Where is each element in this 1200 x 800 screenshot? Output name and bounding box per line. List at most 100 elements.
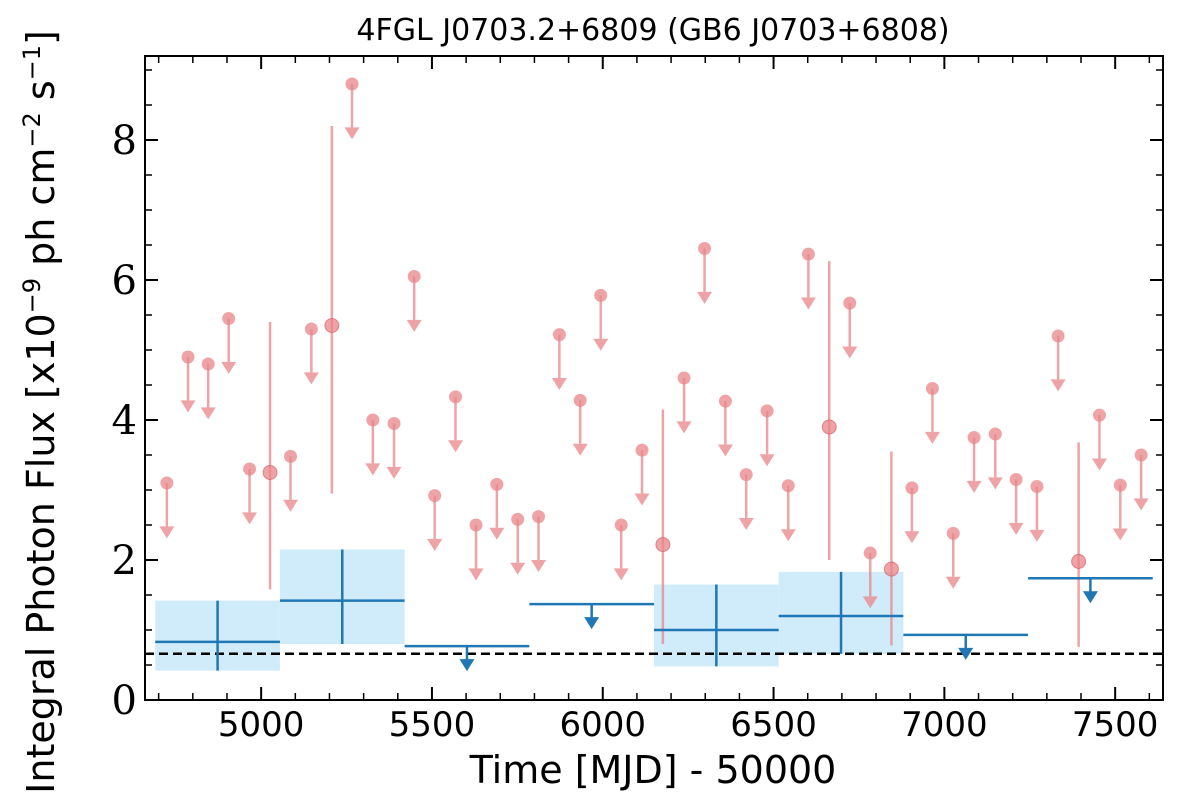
monthly-detection-point bbox=[655, 537, 671, 553]
monthly-limit-point bbox=[594, 288, 608, 302]
yearly-limit-arrow bbox=[459, 659, 475, 672]
monthly-limit-arrow bbox=[221, 361, 237, 374]
monthly-limit-arrow bbox=[800, 297, 816, 310]
monthly-limit-point bbox=[552, 328, 566, 342]
monthly-limit-arrow bbox=[987, 477, 1003, 490]
monthly-limit-point bbox=[946, 526, 960, 540]
monthly-limit-arrow bbox=[1112, 528, 1128, 541]
monthly-limit-point bbox=[635, 443, 649, 457]
monthly-limit-point bbox=[532, 510, 546, 524]
monthly-limit-point bbox=[1092, 408, 1106, 422]
monthly-limit-arrow bbox=[1029, 529, 1045, 542]
monthly-limit-point bbox=[1113, 478, 1127, 492]
x-tick-label: 5000 bbox=[218, 705, 305, 745]
monthly-limit-arrow bbox=[159, 526, 175, 539]
x-tick-label: 7000 bbox=[901, 705, 988, 745]
monthly-limit-arrow bbox=[780, 529, 796, 542]
monthly-limit-point bbox=[718, 394, 732, 408]
plot-axes: 5000 5500 6000 6500 7000 7500 0 2 4 6 8 bbox=[112, 55, 1164, 745]
monthly-points bbox=[159, 77, 1149, 647]
monthly-limit-arrow bbox=[738, 518, 754, 530]
monthly-limit-arrow bbox=[510, 562, 526, 575]
monthly-limit-point bbox=[863, 546, 877, 560]
monthly-limit-arrow bbox=[924, 431, 940, 444]
monthly-limit-point bbox=[967, 431, 981, 444]
monthly-limit-point bbox=[843, 296, 857, 310]
monthly-detection-point bbox=[262, 465, 278, 480]
monthly-limit-arrow bbox=[945, 576, 961, 589]
monthly-detection-point bbox=[324, 318, 340, 333]
y-axis-label: Integral Photon Flux [x10−9 ph cm−2 s−1] bbox=[18, 30, 63, 794]
yearly-limit-arrow bbox=[1082, 591, 1098, 604]
monthly-limit-point bbox=[490, 477, 504, 491]
monthly-limit-point bbox=[988, 427, 1002, 441]
yearly-error-bands bbox=[155, 549, 904, 671]
monthly-limit-point bbox=[181, 350, 195, 364]
monthly-limit-arrow bbox=[676, 421, 692, 434]
monthly-limit-arrow bbox=[572, 443, 588, 456]
y-tick-label: 4 bbox=[112, 398, 137, 444]
yearly-points bbox=[155, 549, 1153, 672]
monthly-limit-point bbox=[781, 479, 795, 493]
monthly-detection-point bbox=[821, 419, 837, 435]
monthly-limit-arrow bbox=[200, 407, 216, 420]
yearly-limit-arrow bbox=[958, 647, 974, 660]
monthly-limit-point bbox=[511, 512, 525, 526]
monthly-limit-arrow bbox=[531, 560, 547, 572]
monthly-limit-point bbox=[469, 518, 483, 532]
monthly-limit-arrow bbox=[966, 480, 982, 493]
x-tick-label: 6000 bbox=[559, 705, 646, 745]
monthly-limit-arrow bbox=[365, 463, 381, 476]
monthly-limit-point bbox=[905, 481, 919, 495]
monthly-limit-point bbox=[614, 518, 628, 532]
monthly-limit-arrow bbox=[697, 291, 713, 304]
monthly-limit-point bbox=[801, 247, 815, 261]
monthly-limit-point bbox=[677, 371, 691, 385]
x-axis-label: Time [MJD] - 50000 bbox=[469, 748, 837, 792]
monthly-limit-point bbox=[1134, 448, 1148, 462]
monthly-limit-arrow bbox=[1008, 522, 1024, 535]
monthly-limit-arrow bbox=[1133, 498, 1149, 511]
monthly-limit-arrow bbox=[427, 539, 443, 551]
monthly-limit-arrow bbox=[1091, 458, 1107, 471]
monthly-limit-point bbox=[284, 449, 298, 463]
monthly-limit-arrow bbox=[303, 372, 319, 385]
monthly-limit-arrow bbox=[242, 512, 258, 525]
monthly-limit-arrow bbox=[593, 338, 609, 351]
y-tick-label: 8 bbox=[112, 118, 137, 164]
monthly-limit-point bbox=[243, 462, 257, 476]
monthly-limit-point bbox=[925, 382, 939, 395]
monthly-limit-point bbox=[160, 476, 174, 490]
monthly-limit-arrow bbox=[717, 444, 733, 457]
monthly-limit-point bbox=[760, 404, 774, 418]
plot-frame bbox=[144, 55, 1164, 701]
monthly-limit-arrow bbox=[468, 568, 484, 581]
monthly-limit-arrow bbox=[489, 527, 505, 540]
monthly-limit-arrow bbox=[862, 596, 878, 609]
y-tick-label: 6 bbox=[112, 258, 137, 304]
monthly-limit-arrow bbox=[344, 127, 360, 140]
monthly-limit-point bbox=[428, 489, 442, 503]
monthly-limit-point bbox=[222, 312, 236, 325]
monthly-limit-arrow bbox=[406, 319, 422, 332]
monthly-limit-point bbox=[407, 270, 421, 283]
monthly-limit-point bbox=[387, 417, 401, 430]
monthly-limit-point bbox=[1030, 480, 1044, 493]
y-tick-label: 2 bbox=[112, 538, 137, 584]
monthly-limit-arrow bbox=[386, 466, 402, 479]
monthly-limit-arrow bbox=[1050, 379, 1066, 392]
monthly-limit-arrow bbox=[759, 454, 775, 467]
monthly-limit-point bbox=[304, 322, 318, 336]
monthly-limit-arrow bbox=[613, 568, 629, 581]
monthly-detection-point bbox=[1071, 553, 1087, 569]
monthly-limit-point bbox=[698, 242, 712, 255]
monthly-limit-point bbox=[1051, 329, 1065, 343]
monthly-limit-arrow bbox=[180, 400, 196, 413]
monthly-limit-point bbox=[449, 390, 463, 404]
x-tick-label: 5500 bbox=[389, 705, 476, 745]
monthly-limit-point bbox=[345, 77, 359, 91]
monthly-limit-arrow bbox=[842, 346, 858, 359]
chart-title: 4FGL J0703.2+6809 (GB6 J0703+6808) bbox=[356, 13, 949, 48]
monthly-limit-arrow bbox=[904, 531, 920, 544]
monthly-limit-arrow bbox=[283, 499, 299, 512]
